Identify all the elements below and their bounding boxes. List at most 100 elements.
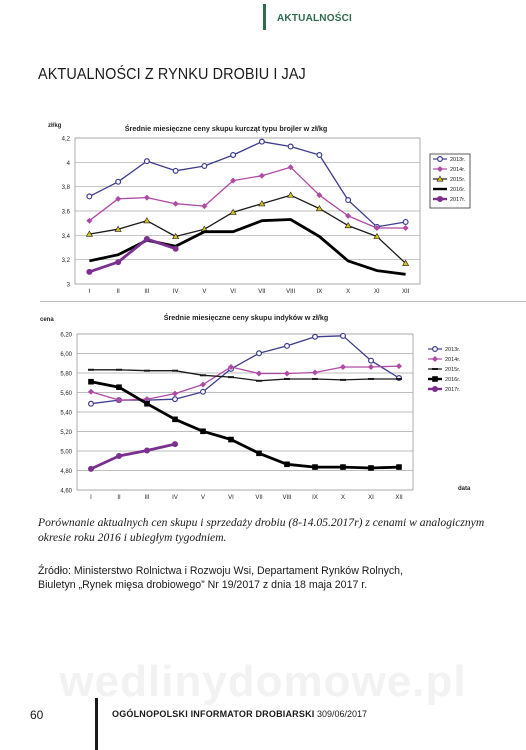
y-tick-label: 6,00 <box>60 352 72 358</box>
y-tick-label: 5,80 <box>60 372 72 378</box>
publication-name: OGÓLNOPOLSKI INFORMATOR DROBIARSKI <box>112 709 315 719</box>
footer-publication: OGÓLNOPOLSKI INFORMATOR DROBIARSKI 309/0… <box>112 709 367 719</box>
data-point <box>344 221 352 229</box>
data-point <box>86 217 93 224</box>
data-point <box>86 193 93 200</box>
page-number: 60 <box>30 708 44 722</box>
data-point <box>256 370 262 377</box>
data-point <box>368 465 374 471</box>
data-point <box>284 370 290 377</box>
data-point <box>228 436 234 443</box>
x-tick-label: III <box>144 289 149 295</box>
data-point <box>287 143 294 150</box>
data-point <box>200 381 206 388</box>
data-point <box>172 441 178 448</box>
data-point <box>340 364 346 371</box>
x-tick-label: XI <box>368 495 374 500</box>
data-point <box>315 204 323 212</box>
data-point <box>396 464 402 470</box>
data-point <box>340 464 346 470</box>
issue-number: 309/06/2017 <box>316 709 368 719</box>
data-point <box>114 225 122 232</box>
data-point <box>144 400 150 407</box>
section-tag: AKTUALNOŚCI <box>277 13 352 24</box>
series-line <box>89 141 406 228</box>
data-point <box>201 203 208 210</box>
series-line <box>90 365 400 401</box>
y-tick-label: 5,00 <box>60 450 72 456</box>
data-point <box>115 178 122 185</box>
series-line <box>91 369 399 382</box>
data-point <box>373 225 380 232</box>
legend-marker <box>437 166 443 172</box>
data-point <box>258 172 265 179</box>
data-point <box>172 390 178 397</box>
legend-label: 2014r. <box>450 167 466 173</box>
data-point <box>201 162 208 169</box>
legend-label: 2015r. <box>450 177 466 183</box>
data-point <box>340 332 347 339</box>
data-point <box>402 259 410 266</box>
legend-marker <box>432 386 438 392</box>
turkey-price-chart: 4,604,805,005,205,405,605,806,006,20I II I… <box>40 313 471 500</box>
data-point <box>200 428 206 435</box>
x-tick-label: I <box>90 495 92 500</box>
x-axis-label: data <box>458 486 471 492</box>
data-point <box>287 191 295 198</box>
data-point <box>85 230 93 237</box>
x-tick-label: IX <box>312 495 318 500</box>
x-tick-label: VII <box>258 289 266 295</box>
data-point <box>88 388 94 395</box>
data-point <box>228 364 234 371</box>
data-point <box>258 200 266 207</box>
x-tick-label: IV <box>173 289 179 295</box>
data-point <box>316 152 323 159</box>
data-point <box>396 363 402 370</box>
data-point <box>230 177 237 184</box>
source-note: Źródło: Ministerstwo Rolnictwa i Rozwoju… <box>38 564 508 592</box>
data-point <box>172 232 180 240</box>
data-point <box>284 342 291 349</box>
y-tick-label: 3,8 <box>62 185 71 191</box>
data-point <box>256 450 262 457</box>
data-point <box>87 400 94 407</box>
x-tick-label: VI <box>230 289 236 295</box>
legend-label: 2013r. <box>450 157 466 163</box>
x-tick-label: V <box>201 495 205 500</box>
y-tick-label: 4,60 <box>60 489 72 495</box>
legend-label: 2017r. <box>450 197 466 203</box>
data-point <box>312 464 318 470</box>
data-point <box>143 217 151 224</box>
x-tick-label: VIII <box>282 495 291 500</box>
legend-marker <box>432 345 439 352</box>
y-axis-label: cena <box>40 317 54 323</box>
page-title: AKTUALNOŚCI Z RYNKU DROBIU I JAJ <box>38 66 306 83</box>
data-point <box>115 259 122 266</box>
x-tick-label: X <box>341 495 345 500</box>
data-point <box>172 396 179 403</box>
data-point <box>200 388 207 395</box>
data-point <box>368 357 375 364</box>
series-line <box>90 380 400 470</box>
data-point <box>287 164 294 171</box>
data-point <box>229 208 237 215</box>
data-point <box>345 212 352 219</box>
legend-marker <box>437 196 443 202</box>
broiler-price-chart: 33,23,43,63,844,2I II III IV V VI VII VIII IX X XI… <box>48 123 471 295</box>
y-tick-label: 3 <box>67 283 71 289</box>
legend-label: 2016r. <box>445 377 461 383</box>
x-tick-label: V <box>202 289 206 295</box>
x-tick-label: XI <box>374 289 380 295</box>
y-axis-label: zł/kg <box>48 123 62 129</box>
x-tick-label: VI <box>228 495 234 500</box>
x-tick-label: IX <box>317 289 323 295</box>
x-tick-label: II <box>116 289 120 295</box>
y-tick-label: 6,20 <box>60 333 72 339</box>
legend-label: 2013r. <box>445 347 461 353</box>
data-point <box>144 447 150 454</box>
x-tick-label: X <box>346 289 350 295</box>
data-point <box>88 465 94 472</box>
x-tick-label: III <box>144 495 149 500</box>
footer-divider <box>95 698 98 750</box>
y-tick-label: 4,2 <box>62 137 71 143</box>
